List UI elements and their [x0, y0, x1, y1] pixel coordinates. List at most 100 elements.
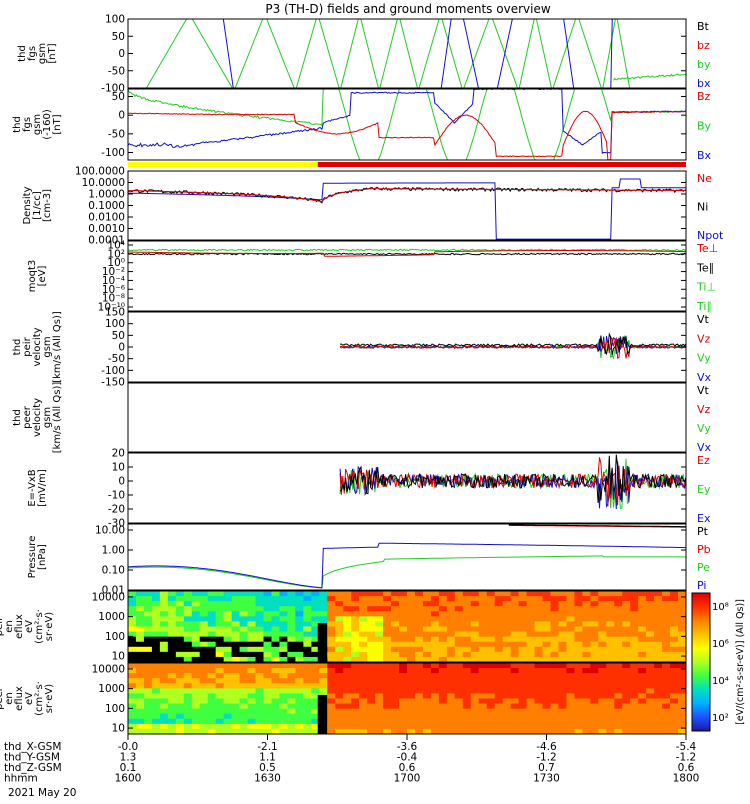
heat-cell: [231, 626, 241, 633]
heat-cell: [590, 673, 599, 679]
time-axis-value: -2.1: [257, 741, 278, 753]
heat-cell: [335, 668, 344, 674]
heat-cell: [598, 601, 607, 607]
heat-cell: [430, 673, 440, 679]
heat-cell: [375, 713, 384, 720]
heat-cell: [534, 668, 544, 674]
heat-cell: [654, 713, 663, 720]
heat-cell: [295, 621, 304, 628]
heat-cell: [255, 693, 265, 700]
heat-cell: [191, 723, 201, 730]
heat-cell: [534, 631, 544, 638]
heat-cell: [175, 723, 185, 730]
panel-ylabel: gsm: [37, 43, 48, 64]
heat-cell: [582, 636, 591, 643]
heat-cell: [399, 651, 408, 658]
heat-cell: [502, 698, 512, 705]
heat-cell: [303, 673, 312, 679]
data-gap: [317, 694, 328, 734]
heat-cell: [247, 693, 257, 700]
heat-cell: [167, 601, 177, 607]
heat-cell: [183, 641, 193, 648]
heat-cell: [359, 621, 368, 628]
heat-cell: [670, 611, 679, 617]
heat-cell: [542, 626, 552, 633]
heat-cell: [438, 636, 448, 643]
heat-cell: [630, 668, 639, 674]
heat-cell: [478, 678, 488, 684]
heat-cell: [287, 626, 296, 633]
heat-cell: [383, 723, 392, 730]
heat-cell: [598, 606, 607, 612]
heat-cell: [598, 708, 607, 715]
heat-cell: [638, 718, 647, 725]
heat-cell: [399, 606, 408, 612]
heat-cell: [295, 656, 304, 662]
heat-cell: [438, 641, 448, 648]
heat-cell: [414, 641, 424, 648]
heat-cell: [542, 698, 552, 705]
time-axis-row-label: thd_Y-GSM: [4, 752, 60, 764]
heat-cell: [454, 708, 464, 715]
heat-cell: [279, 693, 289, 700]
heat-cell: [311, 651, 320, 658]
ytick-label: 50: [112, 91, 125, 103]
heat-cell: [351, 651, 360, 658]
heat-cell: [359, 606, 368, 612]
heat-cell: [239, 636, 249, 643]
heat-cell: [327, 591, 336, 597]
heat-cell: [271, 641, 281, 648]
pt-trace: [508, 524, 686, 528]
heat-cell: [287, 708, 296, 715]
heat-cell: [566, 636, 575, 643]
heat-cell: [542, 641, 552, 648]
panel-7-plot-area: [339, 454, 686, 510]
heat-cell: [407, 718, 416, 725]
heat-cell: [215, 621, 225, 628]
heat-cell: [239, 606, 249, 612]
heat-cell: [590, 718, 599, 725]
heat-cell: [582, 596, 591, 602]
heat-cell: [454, 703, 464, 710]
colorbar-label: [eV/(cm²-s-sr-eV)] (All Qs)]: [735, 599, 746, 725]
trace: [339, 335, 686, 359]
heat-cell: [295, 688, 304, 695]
heat-cell: [215, 626, 225, 633]
heat-cell: [247, 596, 257, 602]
heat-cell: [590, 708, 599, 715]
heat-cell: [534, 621, 544, 628]
heat-cell: [430, 663, 440, 669]
heat-cell: [638, 728, 647, 734]
heat-cell: [638, 616, 647, 623]
heat-cell: [662, 601, 671, 607]
heat-cell: [335, 631, 344, 638]
heat-cell: [399, 646, 408, 653]
heat-cell: [494, 641, 504, 648]
heat-cell: [654, 631, 663, 638]
heat-cell: [422, 708, 432, 715]
heat-cell: [263, 723, 273, 730]
heat-cell: [430, 723, 440, 730]
heat-cell: [526, 626, 536, 633]
heat-cell: [614, 631, 623, 638]
heat-cell: [271, 646, 281, 653]
heat-cell: [295, 678, 304, 684]
heat-cell: [550, 708, 560, 715]
heat-cell: [407, 683, 416, 689]
heat-cell: [407, 611, 416, 617]
heat-cell: [486, 723, 496, 730]
heat-cell: [558, 641, 568, 648]
heat-cell: [135, 621, 145, 628]
heat-cell: [319, 606, 328, 612]
heat-cell: [598, 646, 607, 653]
heat-cell: [183, 616, 193, 623]
heat-cell: [470, 678, 480, 684]
heat-cell: [375, 698, 384, 705]
heat-cell: [454, 621, 464, 628]
heat-cell: [494, 668, 504, 674]
heat-cell: [128, 631, 137, 638]
heat-cell: [143, 641, 153, 648]
heat-cell: [367, 646, 376, 653]
heat-cell: [375, 641, 384, 648]
heat-cell: [128, 641, 137, 648]
